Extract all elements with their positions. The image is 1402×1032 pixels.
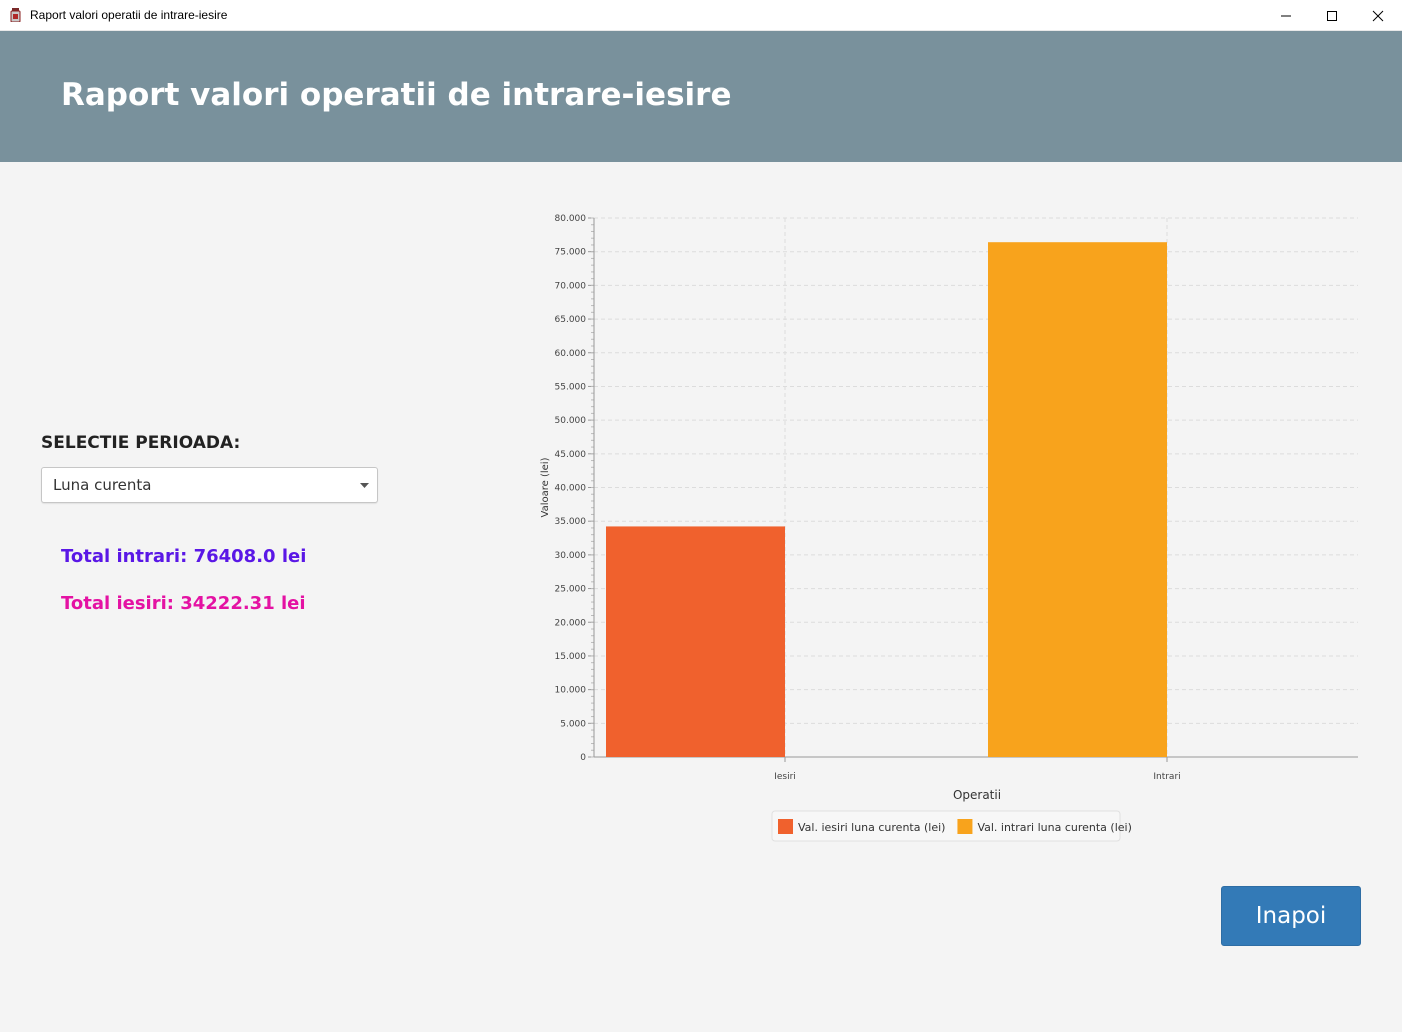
- y-tick-label: 80.000: [555, 214, 587, 224]
- total-iesiri-text: Total iesiri: 34222.31 lei: [61, 593, 306, 614]
- legend-label: Val. intrari luna curenta (lei): [977, 821, 1131, 834]
- y-tick-label: 0: [580, 753, 586, 763]
- page-title: Raport valori operatii de intrare-iesire: [61, 77, 732, 113]
- y-tick-label: 75.000: [555, 248, 587, 258]
- legend-swatch: [957, 819, 973, 834]
- maximize-icon: [1327, 11, 1337, 21]
- header-banner: Raport valori operatii de intrare-iesire: [0, 31, 1402, 162]
- y-tick-label: 30.000: [555, 551, 587, 561]
- window-title: Raport valori operatii de intrare-iesire: [30, 8, 228, 22]
- y-tick-label: 15.000: [555, 652, 587, 662]
- y-tick-label: 55.000: [555, 382, 587, 392]
- bar-iesiri: [606, 526, 785, 757]
- chevron-down-icon: [360, 483, 369, 488]
- period-select[interactable]: Luna curenta: [41, 467, 378, 503]
- y-tick-label: 70.000: [555, 281, 587, 291]
- y-tick-label: 10.000: [555, 686, 587, 696]
- total-intrari-text: Total intrari: 76408.0 lei: [61, 546, 307, 567]
- back-button[interactable]: Inapoi: [1221, 886, 1361, 946]
- y-tick-label: 25.000: [555, 585, 587, 595]
- y-axis-title: Valoare (lei): [540, 457, 551, 517]
- period-select-value: Luna curenta: [53, 476, 152, 494]
- y-tick-label: 50.000: [555, 416, 587, 426]
- minimize-button[interactable]: [1263, 0, 1309, 31]
- y-tick-label: 60.000: [555, 349, 587, 359]
- app-icon: [10, 8, 21, 22]
- y-tick-label: 5.000: [560, 719, 586, 729]
- y-tick-label: 65.000: [555, 315, 587, 325]
- x-tick-label: Intrari: [1153, 772, 1180, 782]
- y-tick-label: 20.000: [555, 618, 587, 628]
- x-tick-label: Iesiri: [774, 772, 796, 782]
- bar-chart: 0 5.000 10.000 15.000 20.000 25.000 30.000 35.0…: [540, 214, 1358, 842]
- legend-label: Val. iesiri luna curenta (lei): [798, 821, 945, 834]
- bar-intrari: [988, 242, 1167, 757]
- close-button[interactable]: [1355, 0, 1401, 31]
- maximize-button[interactable]: [1309, 0, 1355, 31]
- minimize-icon: [1281, 15, 1291, 17]
- legend-swatch: [778, 819, 793, 834]
- window-titlebar: Raport valori operatii de intrare-iesire: [0, 0, 1402, 31]
- y-tick-label: 40.000: [555, 484, 587, 494]
- y-tick-label: 45.000: [555, 450, 587, 460]
- y-tick-label: 35.000: [555, 517, 587, 527]
- x-axis-title: Operatii: [953, 788, 1001, 802]
- period-selection-label: SELECTIE PERIOADA:: [41, 433, 241, 453]
- chart-legend: [771, 810, 1121, 842]
- close-icon: [1372, 10, 1384, 22]
